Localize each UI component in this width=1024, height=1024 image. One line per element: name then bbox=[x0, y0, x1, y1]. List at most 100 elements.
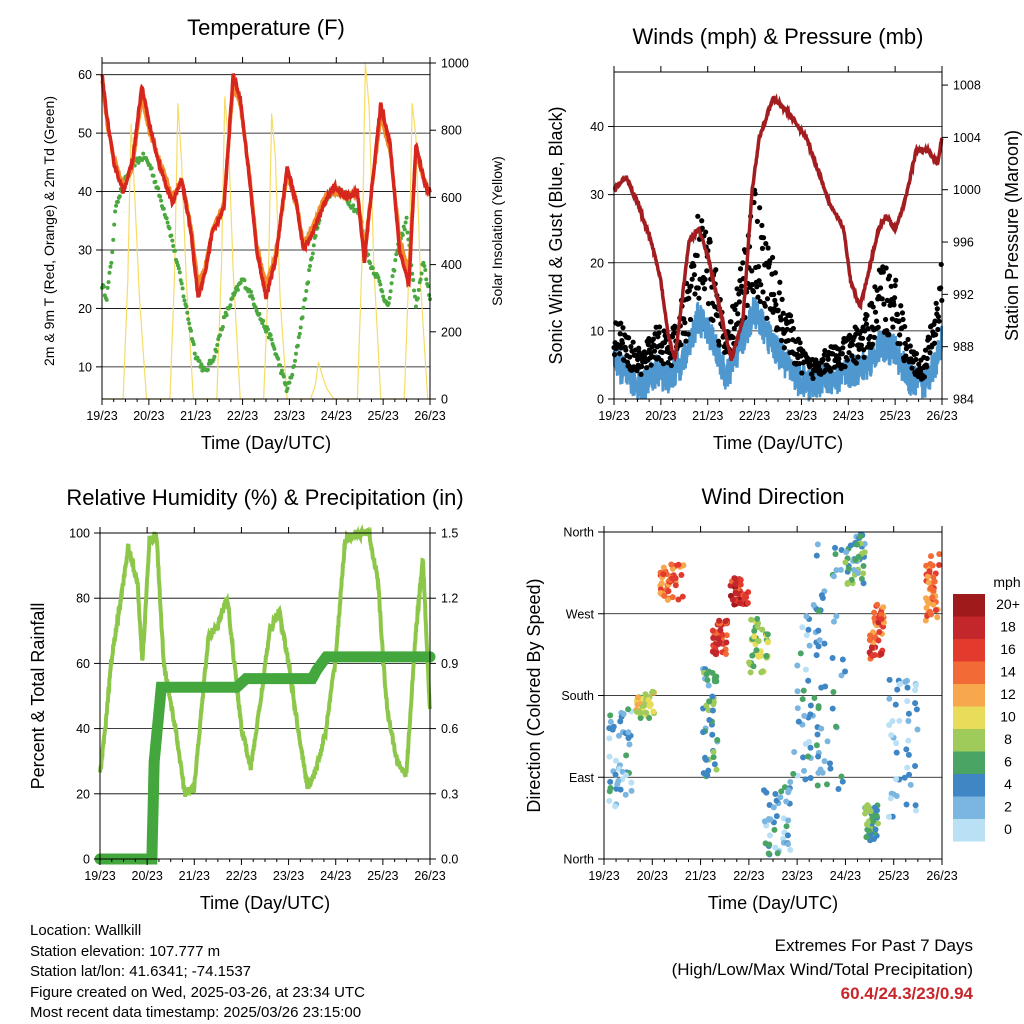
gust-point bbox=[924, 364, 930, 370]
gust-point bbox=[853, 360, 859, 366]
direction-point bbox=[838, 546, 845, 553]
gust-point bbox=[740, 260, 746, 266]
direction-point bbox=[625, 729, 632, 736]
gust-point bbox=[688, 283, 694, 289]
dewpoint-point bbox=[153, 179, 158, 184]
gust-point bbox=[760, 235, 767, 241]
gust-point bbox=[822, 367, 829, 373]
gust-point bbox=[630, 339, 636, 345]
direction-point bbox=[813, 552, 820, 559]
direction-point bbox=[800, 754, 807, 761]
direction-point bbox=[913, 706, 920, 713]
humidity-panel: 19/23 20/23 21/23 22/23 23/23 24/23 25/23 26/23… bbox=[28, 485, 464, 913]
dewpoint-point bbox=[192, 351, 197, 356]
direction-point bbox=[665, 588, 672, 595]
direction-point bbox=[833, 613, 840, 620]
gust-point bbox=[790, 325, 796, 332]
dewpoint-point bbox=[113, 209, 118, 214]
legend-swatch bbox=[953, 661, 985, 684]
x-tick-label: 20/23 bbox=[637, 869, 668, 883]
panel-title: Relative Humidity (%) & Precipitation (i… bbox=[66, 485, 463, 510]
relative-humidity-line bbox=[98, 523, 432, 798]
gust-point bbox=[644, 365, 650, 371]
direction-point bbox=[815, 769, 822, 776]
y-tick-label: 20 bbox=[78, 302, 92, 316]
x-tick-label: 22/23 bbox=[226, 869, 257, 883]
legend-swatch bbox=[953, 796, 985, 819]
gust-point bbox=[894, 311, 900, 317]
direction-point bbox=[842, 668, 849, 675]
gust-point bbox=[780, 310, 786, 316]
gust-point bbox=[892, 282, 898, 289]
gust-point bbox=[701, 286, 708, 292]
direction-point bbox=[838, 773, 845, 780]
direction-point bbox=[802, 666, 809, 673]
gust-point bbox=[755, 264, 762, 270]
gust-point bbox=[913, 356, 919, 363]
gust-point bbox=[891, 302, 897, 308]
direction-point bbox=[794, 688, 801, 695]
wind-direction-panel: 19/23 20/23 21/23 22/23 23/23 24/23 25/23 26/23… bbox=[524, 484, 958, 913]
direction-point bbox=[806, 642, 813, 649]
direction-point bbox=[719, 631, 726, 638]
direction-point bbox=[787, 779, 794, 786]
direction-point bbox=[783, 798, 790, 805]
dewpoint-point bbox=[389, 281, 394, 286]
direction-point bbox=[755, 637, 762, 644]
gust-point bbox=[796, 360, 803, 367]
dewpoint-point bbox=[424, 277, 429, 282]
gust-point bbox=[635, 356, 641, 363]
gust-point bbox=[883, 265, 889, 271]
gust-point bbox=[938, 285, 944, 291]
direction-point bbox=[616, 732, 623, 739]
dewpoint-point bbox=[233, 290, 238, 295]
direction-point bbox=[901, 774, 908, 781]
direction-point bbox=[713, 766, 720, 773]
gust-point bbox=[853, 331, 859, 337]
y2-tick-label: 0 bbox=[441, 393, 448, 407]
gust-point bbox=[665, 360, 671, 366]
dewpoint-point bbox=[224, 313, 229, 318]
y-tick-label: 20 bbox=[590, 256, 604, 270]
direction-point bbox=[754, 615, 761, 622]
dewpoint-point bbox=[378, 282, 383, 287]
direction-point bbox=[700, 729, 707, 736]
dewpoint-point bbox=[169, 233, 174, 238]
dewpoint-point bbox=[423, 268, 428, 273]
y-tick-label: 60 bbox=[78, 68, 92, 82]
temperature-panel: 19/23 20/23 21/23 22/23 23/23 24/23 25/23 26/23… bbox=[41, 15, 505, 453]
direction-point bbox=[637, 709, 644, 716]
dewpoint-point bbox=[293, 358, 298, 363]
x-axis-title: Time (Day/UTC) bbox=[713, 433, 843, 453]
direction-point bbox=[606, 725, 613, 732]
dewpoint-point bbox=[235, 287, 240, 292]
direction-point bbox=[906, 771, 913, 778]
direction-point bbox=[929, 562, 936, 569]
dewpoint-point bbox=[295, 343, 300, 348]
gust-point bbox=[764, 296, 771, 302]
direction-point bbox=[832, 544, 839, 551]
y-tick-label: East bbox=[569, 771, 595, 785]
direction-point bbox=[763, 652, 770, 659]
direction-point bbox=[709, 669, 716, 676]
gust-point bbox=[926, 335, 933, 341]
gust-point bbox=[899, 310, 906, 316]
direction-point bbox=[823, 781, 830, 788]
direction-point bbox=[660, 564, 667, 571]
dewpoint-point bbox=[261, 318, 266, 323]
gust-point bbox=[880, 269, 886, 275]
direction-point bbox=[925, 579, 932, 586]
direction-point bbox=[778, 788, 785, 795]
dewpoint-point bbox=[285, 386, 290, 391]
direction-point bbox=[709, 731, 716, 738]
gust-point bbox=[822, 347, 828, 354]
gust-point bbox=[867, 333, 874, 340]
direction-point bbox=[839, 778, 846, 785]
direction-point bbox=[904, 764, 911, 771]
gust-point bbox=[785, 337, 791, 344]
x-tick-label: 21/23 bbox=[685, 869, 716, 883]
gust-point bbox=[696, 295, 702, 301]
direction-point bbox=[750, 663, 757, 670]
x-tick-label: 23/23 bbox=[786, 409, 817, 423]
dewpoint-point bbox=[180, 286, 185, 291]
